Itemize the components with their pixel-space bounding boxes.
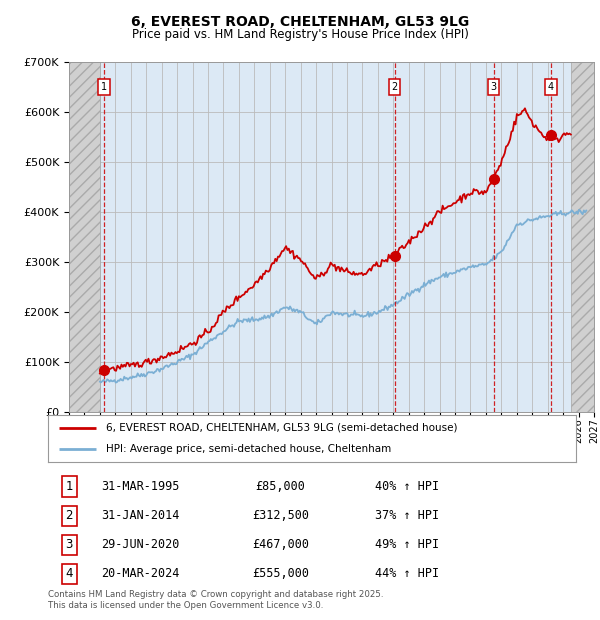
Text: 44% ↑ HPI: 44% ↑ HPI [376,567,439,580]
Text: HPI: Average price, semi-detached house, Cheltenham: HPI: Average price, semi-detached house,… [106,445,391,454]
Bar [69,62,100,412]
Text: 3: 3 [65,538,73,551]
Text: 1: 1 [65,480,73,494]
Text: 20-MAR-2024: 20-MAR-2024 [101,567,179,580]
Text: £312,500: £312,500 [252,509,309,522]
Bar [571,62,594,412]
Text: 37% ↑ HPI: 37% ↑ HPI [376,509,439,522]
Text: 40% ↑ HPI: 40% ↑ HPI [376,480,439,494]
Text: 29-JUN-2020: 29-JUN-2020 [101,538,179,551]
Text: 3: 3 [491,82,497,92]
Text: 49% ↑ HPI: 49% ↑ HPI [376,538,439,551]
Text: 4: 4 [548,82,554,92]
Text: £467,000: £467,000 [252,538,309,551]
Text: 2: 2 [391,82,398,92]
Text: Contains HM Land Registry data © Crown copyright and database right 2025.
This d: Contains HM Land Registry data © Crown c… [48,590,383,609]
Text: £555,000: £555,000 [252,567,309,580]
Text: 6, EVEREST ROAD, CHELTENHAM, GL53 9LG: 6, EVEREST ROAD, CHELTENHAM, GL53 9LG [131,16,469,30]
Text: 31-JAN-2014: 31-JAN-2014 [101,509,179,522]
Text: £85,000: £85,000 [256,480,305,494]
Text: 1: 1 [101,82,107,92]
Text: 6, EVEREST ROAD, CHELTENHAM, GL53 9LG (semi-detached house): 6, EVEREST ROAD, CHELTENHAM, GL53 9LG (s… [106,423,458,433]
Text: 2: 2 [65,509,73,522]
Text: Price paid vs. HM Land Registry's House Price Index (HPI): Price paid vs. HM Land Registry's House … [131,28,469,41]
Text: 31-MAR-1995: 31-MAR-1995 [101,480,179,494]
Text: 4: 4 [65,567,73,580]
Bar [571,62,594,412]
Bar [69,62,100,412]
